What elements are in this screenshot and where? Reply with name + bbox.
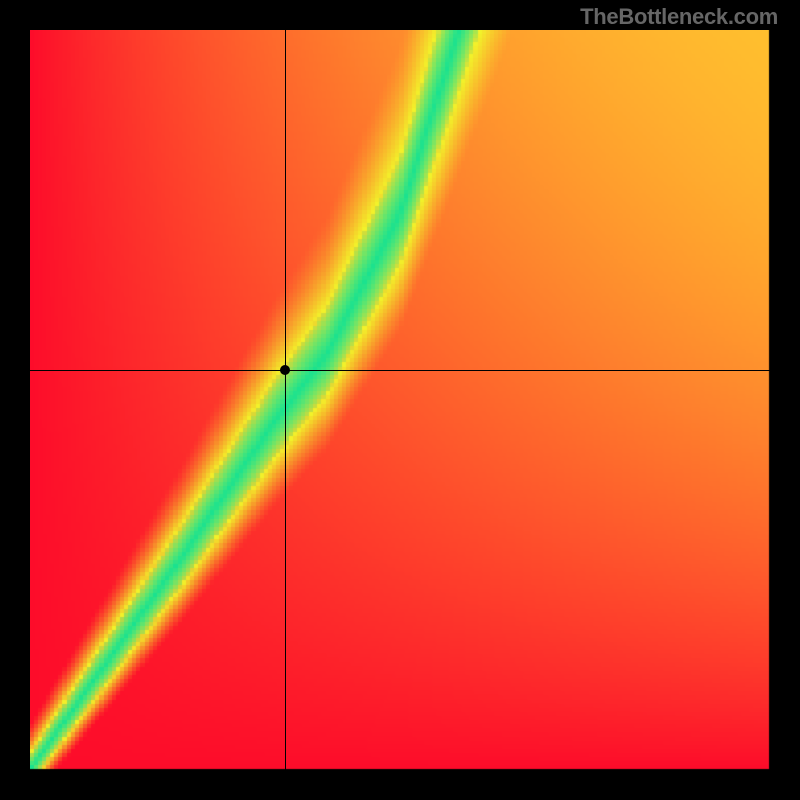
crosshair-horizontal [30, 370, 770, 371]
watermark-text: TheBottleneck.com [580, 4, 778, 30]
plot-area [30, 30, 770, 770]
heatmap-canvas [30, 30, 770, 770]
crosshair-vertical [285, 30, 286, 770]
crosshair-marker [280, 365, 290, 375]
